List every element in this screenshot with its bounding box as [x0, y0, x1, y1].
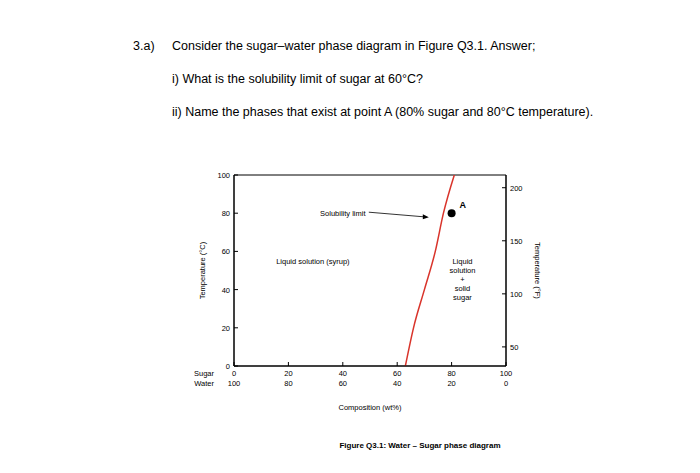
svg-text:40: 40 [393, 379, 401, 388]
svg-text:100: 100 [510, 290, 523, 299]
svg-text:20: 20 [284, 369, 292, 378]
svg-text:100: 100 [217, 171, 230, 180]
svg-text:80: 80 [222, 209, 230, 218]
svg-text:60: 60 [393, 369, 401, 378]
svg-text:80: 80 [284, 379, 292, 388]
svg-text:0: 0 [504, 379, 508, 388]
svg-text:A: A [460, 200, 467, 210]
svg-text:0: 0 [226, 362, 230, 371]
svg-text:Liquidsolution+solidsugar: Liquidsolution+solidsugar [450, 257, 476, 302]
svg-text:100: 100 [228, 379, 241, 388]
svg-text:40: 40 [339, 369, 347, 378]
html-text:ii) Name the phases that exist: ii) Name the phases that exist at point … [172, 105, 594, 119]
svg-text:20: 20 [447, 379, 455, 388]
html-text:Figure Q3.1: Water – Sugar pha: Figure Q3.1: Water – Sugar phase diagram [339, 441, 501, 450]
html-text:i) What is the solubility limi: i) What is the solubility limit of sugar… [172, 72, 423, 86]
svg-text:Composition (wt%): Composition (wt%) [339, 403, 402, 412]
svg-text:60: 60 [339, 379, 347, 388]
svg-text:20: 20 [222, 324, 230, 333]
svg-text:Temperature (°F): Temperature (°F) [533, 242, 542, 299]
svg-text:Temperature (°C): Temperature (°C) [198, 241, 207, 299]
svg-text:Liquid solution (syrup): Liquid solution (syrup) [276, 257, 350, 266]
svg-text:Solubility limit: Solubility limit [320, 209, 366, 218]
svg-text:40: 40 [222, 286, 230, 295]
svg-text:100: 100 [500, 369, 513, 378]
svg-text:60: 60 [222, 247, 230, 256]
html-text:Consider the sugar–water phase: Consider the sugar–water phase diagram i… [172, 39, 536, 53]
svg-text:Water: Water [194, 379, 214, 388]
svg-text:Sugar: Sugar [194, 369, 215, 378]
svg-text:200: 200 [510, 184, 523, 193]
svg-text:50: 50 [510, 343, 518, 352]
svg-text:150: 150 [510, 237, 523, 246]
html-text:3.a): 3.a) [133, 39, 155, 53]
svg-text:0: 0 [232, 369, 236, 378]
svg-text:80: 80 [447, 369, 455, 378]
